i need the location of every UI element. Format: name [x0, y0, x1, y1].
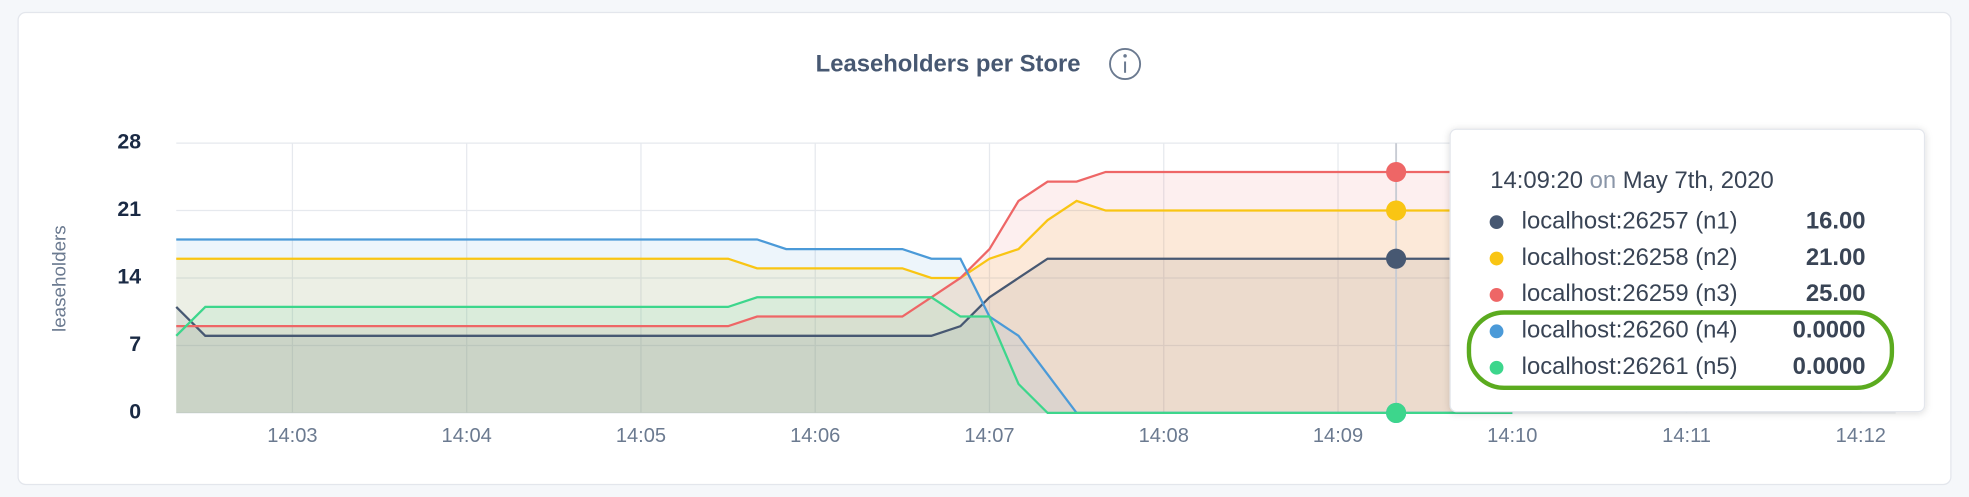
tooltip-series-name: localhost:26260 (n4) — [1522, 317, 1738, 344]
tooltip-value: 0.0000 — [1793, 317, 1866, 344]
x-tick-label: 14:03 — [267, 425, 317, 447]
series-area — [176, 200, 1513, 413]
tooltip-header: 14:09:20 on May 7th, 2020 — [1490, 167, 1774, 194]
tooltip-value: 0.0000 — [1793, 353, 1866, 380]
tooltip-swatch — [1489, 288, 1504, 302]
tooltip-swatch — [1489, 251, 1504, 266]
series-line — [175, 257, 1513, 337]
info-icon[interactable] — [1109, 48, 1142, 81]
tooltip-time: 14:09:20 — [1490, 167, 1583, 194]
series-line — [175, 296, 1513, 415]
tooltip-series-name: localhost:26261 (n5) — [1522, 353, 1738, 380]
series-line — [176, 199, 1513, 280]
x-tick-label: 14:12 — [1836, 425, 1886, 447]
tooltip-box — [1449, 128, 1926, 413]
chart-title: Leaseholders per Store — [816, 51, 1081, 78]
hover-dot — [1386, 161, 1407, 183]
y-tick-label: 0 — [129, 400, 141, 424]
x-tick-label: 14:07 — [964, 425, 1014, 447]
series-line — [176, 170, 1513, 328]
tooltip-swatch — [1489, 360, 1504, 375]
plot-area: 0 7 14 21 28 14:03 14:04 14:05 14:06 14:07 14:08 14… — [117, 130, 1896, 447]
tooltip-value: 25.00 — [1806, 280, 1866, 307]
y-axis-label: leaseholders — [49, 225, 70, 332]
tooltip-value: 21.00 — [1806, 244, 1866, 271]
tooltip-series-name: localhost:26258 (n2) — [1522, 244, 1738, 271]
series-area — [176, 171, 1513, 413]
x-tick-label: 14:10 — [1487, 425, 1537, 447]
x-tick-label: 14:04 — [442, 425, 492, 447]
tooltip-series-name: localhost:26259 (n3) — [1522, 280, 1738, 307]
y-tick-label: 7 — [129, 332, 141, 356]
tooltip-date: May 7th, 2020 — [1623, 167, 1774, 194]
x-tick-label: 14:11 — [1662, 425, 1711, 447]
hover-dot — [1386, 248, 1407, 269]
hover-dot — [1386, 402, 1407, 423]
series-area — [176, 239, 1513, 413]
tooltip-value: 16.00 — [1806, 207, 1866, 234]
tooltip: 14:09:20 on May 7th, 2020 localhost:2625… — [1449, 128, 1926, 413]
y-tick-label: 28 — [117, 130, 141, 154]
highlight-outline — [1466, 310, 1895, 391]
tooltip-swatch — [1489, 324, 1504, 339]
y-tick-label: 21 — [117, 197, 141, 221]
x-tick-label: 14:06 — [790, 425, 840, 447]
y-tick-label: 14 — [117, 265, 141, 289]
tooltip-series-name: localhost:26257 (n1) — [1522, 207, 1738, 234]
x-tick-label: 14:08 — [1139, 425, 1189, 447]
tooltip-on: on — [1590, 167, 1617, 194]
x-tick-label: 14:05 — [616, 425, 666, 447]
hover-dot — [1386, 200, 1407, 221]
x-tick-label: 14:09 — [1313, 425, 1363, 447]
tooltip-swatch — [1489, 215, 1504, 230]
